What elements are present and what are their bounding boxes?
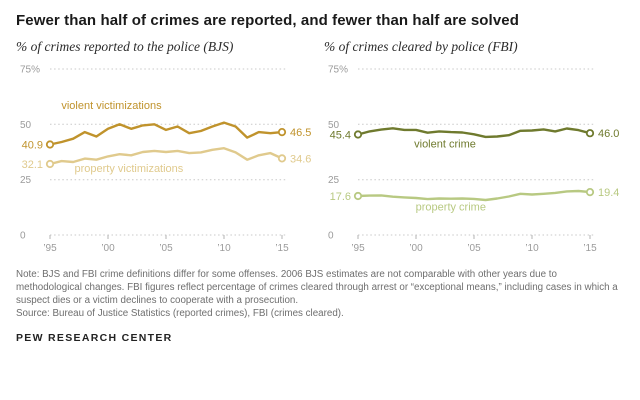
svg-text:46.5: 46.5 xyxy=(290,127,311,139)
line-chart-reported: 75% 50 25 0 ’95 ’00 ’05 ’10 ’15 40.9 46.5 violent v… xyxy=(20,65,311,255)
svg-text:34.6: 34.6 xyxy=(290,153,311,165)
svg-text:19.4: 19.4 xyxy=(598,187,619,199)
chart-subtitle-cleared: % of crimes cleared by police (FBI) xyxy=(324,39,518,54)
source-text: Source: Bureau of Justice Statistics (re… xyxy=(16,307,344,319)
svg-text:’10: ’10 xyxy=(217,243,231,254)
svg-text:17.6: 17.6 xyxy=(330,191,351,203)
line-chart-cleared: 75% 50 25 0 ’95 ’00 ’05 ’10 ’15 45.4 46.0 violent c… xyxy=(328,65,619,255)
svg-text:property victimizations: property victimizations xyxy=(74,163,183,175)
brand-footer: PEW RESEARCH CENTER xyxy=(16,331,173,344)
pew-chart-card: Fewer than half of crimes are reported, … xyxy=(16,12,624,344)
chart-panel-reported: % of crimes reported to the police (BJS)… xyxy=(16,39,316,261)
svg-text:75%: 75% xyxy=(328,65,348,76)
svg-text:violent victimizations: violent victimizations xyxy=(61,100,162,112)
footnotes: Note: BJS and FBI crime definitions diff… xyxy=(16,269,624,321)
svg-text:50: 50 xyxy=(328,120,340,131)
svg-text:45.4: 45.4 xyxy=(330,130,351,142)
svg-text:40.9: 40.9 xyxy=(22,140,43,152)
svg-text:’05: ’05 xyxy=(159,243,173,254)
svg-text:’15: ’15 xyxy=(275,243,289,254)
svg-text:’00: ’00 xyxy=(409,243,423,254)
page-title: Fewer than half of crimes are reported, … xyxy=(16,12,519,29)
svg-text:32.1: 32.1 xyxy=(22,159,43,171)
svg-text:’15: ’15 xyxy=(583,243,597,254)
svg-text:75%: 75% xyxy=(20,65,40,76)
svg-text:0: 0 xyxy=(328,231,334,242)
svg-text:property crime: property crime xyxy=(416,202,486,214)
svg-text:50: 50 xyxy=(20,120,32,131)
svg-text:’05: ’05 xyxy=(467,243,481,254)
svg-text:46.0: 46.0 xyxy=(598,128,619,140)
charts-row: % of crimes reported to the police (BJS)… xyxy=(16,39,624,261)
note-text: Note: BJS and FBI crime definitions diff… xyxy=(16,269,618,306)
svg-text:’95: ’95 xyxy=(43,243,57,254)
svg-text:25: 25 xyxy=(328,175,340,186)
svg-text:violent crime: violent crime xyxy=(414,139,476,151)
svg-text:’00: ’00 xyxy=(101,243,115,254)
svg-text:’10: ’10 xyxy=(525,243,539,254)
chart-panel-cleared: % of crimes cleared by police (FBI) 75% 5… xyxy=(324,39,624,261)
svg-text:0: 0 xyxy=(20,231,26,242)
svg-text:25: 25 xyxy=(20,175,32,186)
svg-text:’95: ’95 xyxy=(351,243,365,254)
chart-subtitle-reported: % of crimes reported to the police (BJS) xyxy=(16,39,234,54)
